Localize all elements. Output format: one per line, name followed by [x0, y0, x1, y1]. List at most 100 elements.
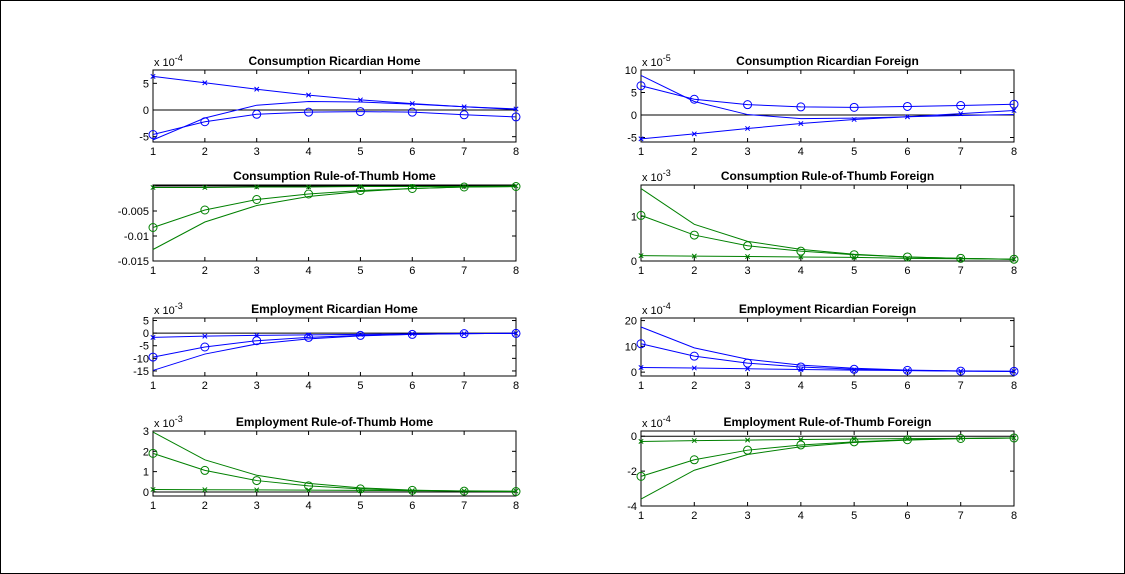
multiplier-base: x 10 — [154, 305, 175, 317]
data-point-cross — [150, 73, 156, 79]
x-tick-label: 8 — [513, 146, 519, 158]
data-point-circle — [148, 352, 158, 362]
chart-title: Employment Rule-of-Thumb Foreign — [724, 415, 932, 429]
data-point-cross — [202, 80, 208, 86]
x-tick-label: 3 — [254, 500, 260, 512]
x-tick-label: 6 — [409, 500, 415, 512]
x-tick-label: 8 — [513, 265, 519, 277]
x-tick-label: 2 — [691, 146, 697, 158]
series-3 — [152, 186, 517, 250]
data-point-cross — [691, 253, 697, 259]
x-tick-label: 7 — [958, 265, 964, 277]
y-tick-label: -2 — [627, 466, 637, 478]
x-tick-label: 7 — [461, 146, 467, 158]
x-tick-label: 3 — [254, 380, 260, 392]
multiplier-base: x 10 — [642, 172, 663, 184]
data-point-circle — [636, 210, 646, 220]
series-line — [152, 100, 517, 141]
data-point-cross — [691, 131, 697, 137]
data-point-circle — [355, 186, 365, 195]
x-tick-label: 4 — [798, 380, 804, 392]
data-point-circle — [689, 455, 699, 465]
y-tick-label: 5 — [143, 316, 149, 328]
data-point-circle — [849, 102, 859, 112]
series-3 — [152, 431, 517, 493]
y-tick-label: 5 — [631, 88, 637, 100]
plot-area — [640, 184, 1015, 262]
y-tick-label: -0.005 — [118, 206, 149, 218]
data-point-cross — [745, 253, 751, 260]
series-line — [640, 110, 1015, 140]
data-point-cross — [409, 331, 415, 337]
x-tick-label: 2 — [202, 146, 208, 158]
data-point-cross — [306, 92, 312, 98]
data-point-circle — [689, 230, 699, 240]
y-tick-label: -0.015 — [118, 256, 149, 268]
x-tick-label: 5 — [851, 146, 857, 158]
data-point-cross — [851, 436, 857, 442]
data-point-cross — [638, 253, 644, 259]
x-tick-label: 8 — [513, 500, 519, 512]
data-point-circle — [148, 448, 158, 458]
x-tick-label: 3 — [745, 265, 751, 277]
x-tick-label: 5 — [357, 500, 363, 512]
data-point-circle — [148, 130, 158, 140]
multiplier-base: x 10 — [154, 418, 175, 430]
series-line — [152, 111, 517, 136]
multiplier-exponent: -3 — [175, 414, 183, 424]
data-point-cross — [202, 333, 208, 339]
series-3 — [152, 100, 517, 141]
series-line — [152, 186, 517, 250]
data-point-circle — [200, 205, 210, 215]
data-point-cross — [461, 183, 467, 190]
series-line — [640, 85, 1015, 108]
data-point-circle — [355, 107, 365, 117]
chart-6: 1 2 3 4 5 6 7 8 0 10 20 Employment Ricardian Foreig… — [625, 301, 1019, 392]
y-tick-label: 3 — [143, 426, 149, 438]
x-tick-label: 4 — [306, 380, 312, 392]
data-point-cross — [409, 101, 415, 107]
axis-multiplier: x 10-4 — [154, 53, 183, 69]
data-point-cross — [150, 334, 156, 340]
x-tick-label: 6 — [409, 146, 415, 158]
data-point-circle — [1009, 99, 1019, 109]
axis-multiplier: x 10-3 — [154, 414, 183, 430]
multiplier-exponent: -4 — [175, 53, 183, 63]
x-tick-label: 3 — [745, 510, 751, 522]
axis-multiplier: x 10-4 — [642, 414, 671, 430]
data-point-cross — [150, 486, 156, 493]
chart-title: Consumption Ricardian Home — [248, 54, 420, 68]
axis-multiplier: x 10-4 — [642, 301, 671, 317]
data-point-circle — [252, 195, 262, 204]
axis-multiplier: x 10-3 — [154, 301, 183, 317]
data-point-cross — [798, 254, 804, 260]
multiplier-base: x 10 — [642, 57, 663, 69]
x-tick-label: 1 — [150, 380, 156, 392]
x-tick-label: 8 — [1011, 380, 1017, 392]
data-point-cross — [254, 184, 260, 190]
x-tick-label: 1 — [638, 380, 644, 392]
chart-title: Consumption Rule-of-Thumb Home — [233, 169, 436, 183]
data-point-circle — [796, 246, 806, 256]
data-point-circle — [796, 102, 806, 112]
plot-area — [152, 184, 517, 262]
x-tick-label: 5 — [851, 265, 857, 277]
data-point-circle — [304, 189, 314, 199]
data-point-circle — [689, 351, 699, 361]
series-line — [640, 326, 1015, 372]
plot-area — [640, 317, 1015, 377]
plot-area — [152, 317, 517, 377]
multiplier-exponent: -3 — [663, 168, 671, 178]
series-3 — [640, 188, 1015, 260]
data-point-circle — [902, 101, 912, 111]
data-point-cross — [150, 184, 156, 191]
x-tick-label: 1 — [150, 500, 156, 512]
data-point-cross — [745, 125, 751, 132]
x-tick-label: 1 — [638, 510, 644, 522]
x-tick-label: 8 — [1011, 146, 1017, 158]
x-tick-label: 2 — [691, 510, 697, 522]
series-2 — [148, 107, 521, 140]
x-tick-label: 4 — [306, 265, 312, 277]
